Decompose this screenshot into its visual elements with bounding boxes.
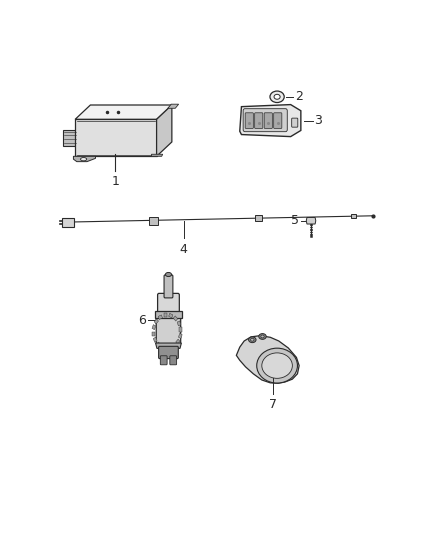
Polygon shape <box>75 105 172 119</box>
Bar <box>154 319 159 324</box>
FancyBboxPatch shape <box>292 118 298 127</box>
Bar <box>152 332 155 336</box>
Polygon shape <box>306 217 316 224</box>
FancyBboxPatch shape <box>159 346 178 359</box>
Ellipse shape <box>261 335 264 338</box>
Text: 5: 5 <box>291 214 299 227</box>
Polygon shape <box>156 105 172 156</box>
Ellipse shape <box>81 158 87 161</box>
Bar <box>173 316 178 321</box>
Polygon shape <box>237 336 299 383</box>
FancyBboxPatch shape <box>243 109 287 132</box>
Polygon shape <box>61 218 74 227</box>
Ellipse shape <box>251 338 254 341</box>
Ellipse shape <box>262 353 293 378</box>
Bar <box>169 313 173 318</box>
Bar <box>179 327 182 332</box>
Bar <box>153 337 157 342</box>
FancyBboxPatch shape <box>274 113 282 128</box>
Polygon shape <box>155 343 181 349</box>
Text: 1: 1 <box>111 175 119 188</box>
Ellipse shape <box>249 337 256 343</box>
Bar <box>156 342 161 347</box>
Polygon shape <box>74 156 95 161</box>
Polygon shape <box>149 217 158 225</box>
Text: 3: 3 <box>314 114 322 127</box>
Polygon shape <box>255 215 262 221</box>
FancyBboxPatch shape <box>160 356 167 365</box>
Text: 2: 2 <box>295 90 303 103</box>
Polygon shape <box>152 154 162 156</box>
Polygon shape <box>75 119 156 156</box>
Bar <box>161 345 166 350</box>
Ellipse shape <box>166 272 172 277</box>
Polygon shape <box>351 214 356 218</box>
Polygon shape <box>168 104 179 108</box>
Text: 6: 6 <box>138 314 146 327</box>
Ellipse shape <box>270 91 284 102</box>
Bar <box>176 339 180 344</box>
Bar <box>158 315 162 319</box>
FancyBboxPatch shape <box>264 113 272 128</box>
FancyBboxPatch shape <box>156 316 181 345</box>
Text: 4: 4 <box>180 243 187 256</box>
Bar <box>152 325 156 330</box>
Bar <box>172 344 176 348</box>
FancyBboxPatch shape <box>170 356 177 365</box>
Polygon shape <box>240 104 301 136</box>
Bar <box>178 334 182 338</box>
Bar <box>164 313 167 317</box>
Ellipse shape <box>259 334 266 340</box>
Bar <box>167 346 170 350</box>
Text: 7: 7 <box>268 399 277 411</box>
Bar <box>177 321 181 326</box>
Polygon shape <box>155 311 182 318</box>
Ellipse shape <box>257 348 297 383</box>
Ellipse shape <box>274 94 280 99</box>
FancyBboxPatch shape <box>158 293 179 314</box>
FancyBboxPatch shape <box>254 113 263 128</box>
FancyBboxPatch shape <box>164 275 173 298</box>
FancyBboxPatch shape <box>245 113 253 128</box>
Polygon shape <box>63 130 77 146</box>
